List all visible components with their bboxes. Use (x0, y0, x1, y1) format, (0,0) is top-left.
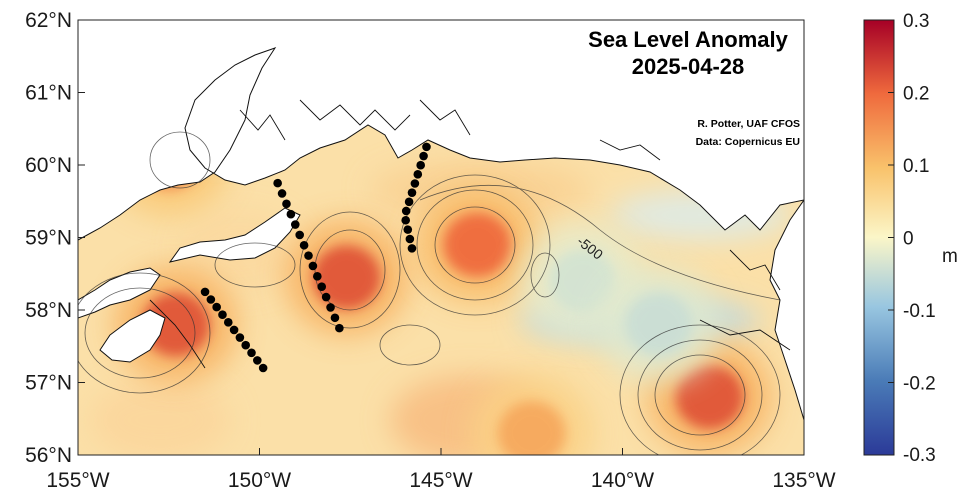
colorbar-tick-label: -0.3 (903, 445, 936, 466)
x-tick-label: 140°W (591, 469, 654, 492)
x-axis-ticks: 155°W 150°W 145°W 140°W 135°W (46, 448, 836, 492)
ship-station-dot (299, 240, 309, 250)
contours (78, 131, 781, 455)
ship-station-dot (273, 178, 282, 188)
y-tick-label: 59°N (25, 227, 72, 250)
ship-station-dot (258, 363, 268, 373)
ship-station-dot (286, 209, 296, 219)
ship-station-dot (313, 272, 322, 281)
colorbar-tick-label: 0.3 (903, 11, 929, 32)
ship-station-dot (413, 170, 423, 179)
y-axis-ticks: 62°N 61°N 60°N 59°N 58°N 57°N 56°N (25, 9, 85, 467)
colorbar-tick-label: 0.2 (903, 84, 929, 105)
ship-station-dot (229, 325, 239, 335)
ship-station-dot (326, 303, 335, 312)
ship-station-dot (295, 230, 304, 240)
ship-station-dot (321, 292, 331, 302)
colorbar-ticks: 0.3 0.2 0.1 0 -0.1 -0.2 -0.3 (888, 11, 936, 466)
ship-station-dot (422, 142, 431, 152)
ship-station-dot (407, 188, 417, 197)
eddy-core (443, 212, 512, 277)
ship-station-dot (235, 333, 245, 342)
ship-station-dot (223, 318, 233, 327)
colorbar-tick-label: 0.1 (903, 156, 929, 177)
colorbar-unit: m (942, 246, 958, 267)
colorbar-tick-label: -0.2 (903, 374, 936, 395)
ship-lines (200, 142, 431, 373)
ship-station-dot (247, 348, 256, 358)
ship-station-dot (330, 313, 340, 323)
y-tick-label: 60°N (25, 154, 72, 177)
credit-author: R. Potter, UAF CFOS (697, 118, 800, 130)
ship-station-dot (218, 310, 227, 320)
ship-station-dot (317, 282, 327, 291)
x-tick-label: 150°W (228, 469, 291, 492)
ship-station-dot (200, 287, 210, 297)
date-label: 2025-04-28 (632, 54, 745, 79)
ship-station-dot (419, 151, 428, 161)
eddy-core (312, 245, 381, 310)
eddy-core (548, 249, 617, 313)
y-tick-label: 61°N (25, 82, 72, 105)
eddy-core (497, 401, 566, 455)
eddy-core (675, 365, 744, 429)
land-mainland (78, 20, 804, 241)
ship-station-dot (290, 220, 300, 229)
credit-source: Data: Copernicus EU (696, 136, 800, 148)
ship-station-dot (407, 244, 417, 253)
y-tick-label: 62°N (25, 9, 72, 32)
ship-station-dot (212, 302, 221, 312)
ship-station-dot (241, 340, 251, 350)
ship-station-dot (253, 356, 262, 365)
ship-station-dot (403, 225, 413, 234)
coastline-detail (149, 99, 791, 369)
y-tick-label: 58°N (25, 299, 72, 322)
y-tick-label: 56°N (25, 444, 72, 467)
ship-station-dot (308, 261, 318, 271)
ship-station-dot (416, 160, 425, 170)
title: Sea Level Anomaly (588, 27, 788, 52)
ship-station-dot (335, 323, 344, 333)
land (78, 20, 804, 421)
map-panel: -500 (78, 20, 804, 455)
ship-station-dot (404, 197, 414, 207)
x-tick-label: 145°W (409, 469, 472, 492)
ship-station-dot (282, 199, 291, 209)
ship-station-dot (277, 189, 287, 198)
x-tick-label: 135°W (772, 469, 835, 492)
ship-station-dot (401, 206, 411, 216)
land-kodiak (99, 309, 166, 363)
y-tick-label: 57°N (25, 372, 72, 395)
ship-station-dot (410, 179, 420, 188)
ship-station-dot (405, 234, 415, 244)
ship-station-dot (206, 295, 216, 304)
land-panhandle (769, 199, 804, 421)
colorbar-tick-label: 0 (903, 229, 914, 250)
eddy-core (624, 292, 693, 357)
x-tick-label: 155°W (46, 469, 109, 492)
ship-station-dot (304, 251, 313, 260)
colorbar-tick-label: -0.1 (903, 301, 936, 322)
ship-station-dot (401, 215, 411, 225)
land-peninsula (78, 267, 161, 319)
